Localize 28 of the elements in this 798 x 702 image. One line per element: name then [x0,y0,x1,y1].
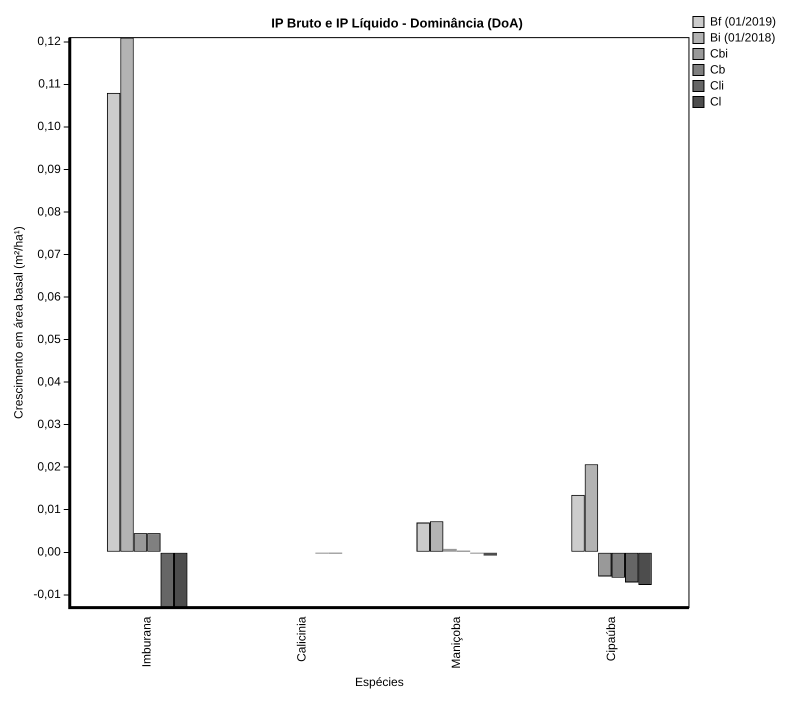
x-tick-label: Imburana [139,616,154,668]
y-tick-label: 0,11 [38,76,62,91]
y-axis-title: Crescimento em área basal (m²/ha¹) [12,226,26,419]
x-tick-label: Calicinia [294,616,308,662]
x-axis-title: Espécies [355,675,404,690]
y-tick-label: 0,03 [37,416,62,431]
x-tick-label: Cipaúba [604,616,618,662]
legend-label: Cbi [710,46,728,60]
y-tick-label: 0,10 [37,119,62,134]
legend-label: Cb [710,62,726,76]
y-tick-label: 0,00 [37,544,62,559]
x-tick-label: Maniçoba [449,616,464,669]
y-tick-label: 0,07 [37,246,62,261]
y-tick-label: 0,06 [37,289,62,304]
y-tick-label: 0,08 [37,204,62,218]
legend-label: Cl [710,94,722,108]
y-tick-label: 0,12 [37,34,62,48]
y-tick-label: 0,01 [37,502,62,516]
chart-title: IP Bruto e IP Líquido - Dominância (DoA) [271,15,523,30]
y-tick-label: 0,02 [37,460,62,474]
y-tick-label: 0,09 [37,162,62,176]
legend-label: Bf (01/2019) [710,14,776,28]
legend-label: Cli [710,78,724,92]
y-tick-label: 0,05 [37,332,62,346]
bar [443,548,457,552]
y-tick-label: -0,01 [33,587,62,602]
legend-label: Bi (01/2018) [710,30,776,44]
y-tick-label: 0,04 [37,374,62,388]
